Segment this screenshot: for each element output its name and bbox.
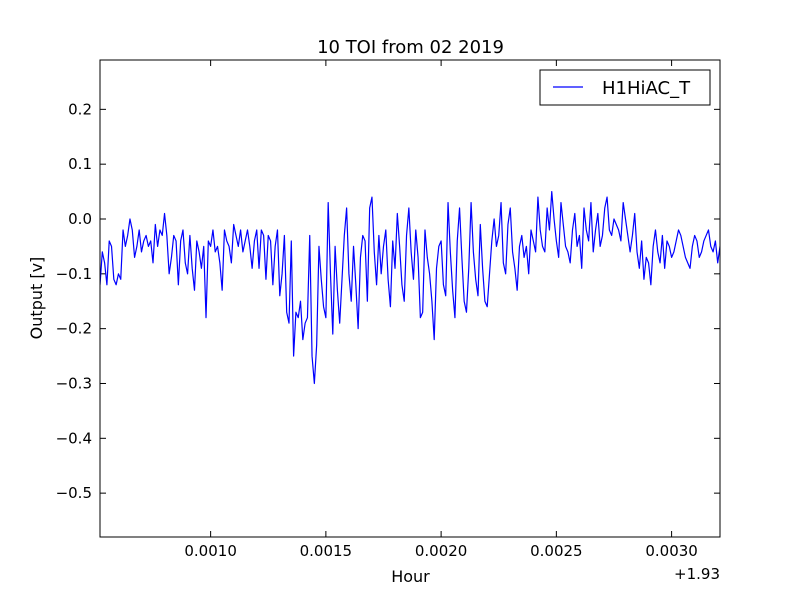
plot-frame [99, 59, 721, 538]
y-tick-label: −0.4 [56, 429, 92, 447]
y-tick-label: −0.3 [56, 374, 92, 392]
series-line-0 [100, 190, 720, 385]
legend-label: H1HiAC_T [602, 78, 691, 99]
chart-title: 10 TOI from 02 2019 [317, 37, 504, 58]
x-tick-label: 0.0015 [300, 542, 353, 560]
y-tick-label: −0.1 [56, 265, 92, 283]
series-layer [100, 190, 720, 385]
axis-tick-labels: 0.0010 0.0015 0.0020 0.0025 0.0030 0.2 0.1 0.0 −… [56, 100, 698, 560]
y-tick-label: 0.0 [68, 210, 92, 228]
x-tick-label: 0.0010 [184, 542, 237, 560]
axis-ticks [100, 60, 720, 537]
x-tick-label: 0.0030 [645, 542, 698, 560]
y-tick-label: 0.1 [68, 155, 92, 173]
x-axis-label: Hour [391, 567, 430, 586]
y-tick-label: −0.5 [56, 484, 92, 502]
y-axis-label: Output [v] [27, 257, 46, 340]
x-tick-label: 0.0020 [415, 542, 468, 560]
y-tick-label: −0.2 [56, 320, 92, 338]
y-tick-label: 0.2 [68, 100, 92, 118]
x-offset-label: +1.93 [674, 565, 720, 583]
x-tick-label: 0.0025 [530, 542, 583, 560]
legend: H1HiAC_T [539, 69, 711, 106]
